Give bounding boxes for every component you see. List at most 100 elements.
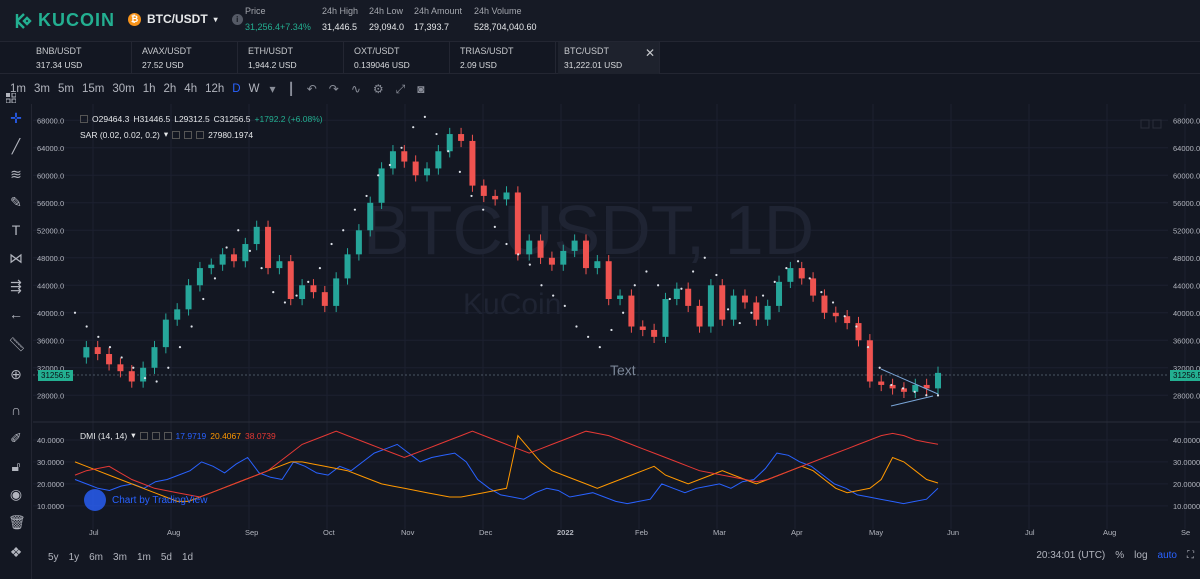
indicators-icon[interactable]: ∿ bbox=[350, 82, 361, 96]
tf-1m[interactable]: 1m bbox=[10, 83, 26, 95]
tf-2h[interactable]: 2h bbox=[163, 83, 177, 95]
dmi-legend[interactable]: DMI (14, 14) ▾ 17.9719 20.4067 38.0739 bbox=[80, 430, 276, 441]
x-tick-label: Nov bbox=[401, 528, 415, 537]
pane-restore-icon[interactable] bbox=[1140, 119, 1150, 129]
tab-price: 0.139046 USD bbox=[354, 60, 410, 70]
pair-selector[interactable]: ₿ BTC/USDT ▾ i bbox=[128, 12, 243, 26]
chevron-down-icon[interactable]: ▾ bbox=[269, 82, 276, 96]
info-icon[interactable]: i bbox=[231, 13, 243, 25]
sar-dot bbox=[400, 146, 403, 149]
tf-5m[interactable]: 5m bbox=[57, 83, 74, 95]
range-5y[interactable]: 5y bbox=[48, 551, 59, 563]
lock-drawing-icon[interactable]: ✐ bbox=[10, 430, 22, 446]
gear-icon[interactable]: ⚙ bbox=[372, 82, 384, 96]
tab-avax[interactable]: AVAX/USDT 27.52 USD bbox=[136, 42, 238, 74]
sar-dot bbox=[913, 390, 916, 393]
candle-body bbox=[605, 261, 612, 300]
candle-type-icon[interactable]: ┃ bbox=[287, 82, 295, 96]
x-tick-label: Aug bbox=[167, 528, 180, 537]
log-toggle[interactable]: log bbox=[1134, 550, 1148, 561]
trash-icon[interactable]: 🗑︎ bbox=[8, 514, 26, 530]
gear-icon[interactable] bbox=[184, 130, 193, 139]
brush-icon[interactable]: ✎ bbox=[10, 194, 22, 210]
tab-trias[interactable]: TRIAS/USDT 2.09 USD bbox=[454, 42, 556, 74]
magnet-icon[interactable]: ∩ bbox=[10, 402, 22, 418]
lock-icon[interactable]: 🔓︎ bbox=[11, 458, 21, 474]
zoom-icon[interactable]: ⊕ bbox=[10, 366, 22, 382]
tab-oxt[interactable]: OXT/USDT 0.139046 USD bbox=[348, 42, 450, 74]
dmi-tick-label-right: 10.0000 bbox=[1173, 502, 1200, 511]
trend-line-lower[interactable] bbox=[890, 395, 934, 407]
tf-12h[interactable]: 12h bbox=[205, 83, 225, 95]
tf-d[interactable]: D bbox=[232, 83, 241, 95]
x-tick-label: Jul bbox=[89, 528, 99, 537]
collapse-icon[interactable] bbox=[80, 115, 88, 123]
candle-body bbox=[242, 244, 249, 262]
fib-icon[interactable]: ≋ bbox=[10, 166, 22, 182]
sar-dot bbox=[738, 321, 741, 325]
tf-3m[interactable]: 3m bbox=[33, 83, 50, 95]
eye-icon[interactable]: ◉ bbox=[9, 486, 23, 502]
sar-dot bbox=[202, 297, 205, 301]
auto-toggle[interactable]: auto bbox=[1157, 550, 1177, 561]
price-chart[interactable]: BTCUSDT, 1D KuCoin Text 68000.0 68000.064… bbox=[33, 104, 1200, 544]
eye-icon[interactable] bbox=[139, 431, 148, 440]
grid-icon[interactable] bbox=[6, 93, 16, 103]
tab-bnb[interactable]: BNB/USDT 317.34 USD bbox=[30, 42, 132, 74]
close-icon[interactable] bbox=[163, 431, 172, 440]
ruler-icon[interactable]: 📏︎ bbox=[8, 336, 26, 352]
camera-icon[interactable]: ◙ bbox=[417, 82, 425, 96]
range-3m[interactable]: 3m bbox=[113, 551, 127, 563]
tab-btc[interactable]: BTC/USDT 31,222.01 USD bbox=[558, 42, 660, 74]
sar-legend[interactable]: SAR (0.02, 0.02, 0.2) ▾ 27980.1974 bbox=[80, 129, 253, 140]
pattern-icon[interactable]: ⋈ bbox=[9, 250, 23, 266]
eye-icon[interactable] bbox=[172, 130, 181, 139]
prediction-icon[interactable]: ⇶ bbox=[10, 278, 22, 294]
range-1y[interactable]: 1y bbox=[68, 551, 80, 563]
close-icon[interactable]: ✕ bbox=[645, 46, 656, 60]
sar-dot bbox=[447, 150, 450, 153]
range-5d[interactable]: 5d bbox=[160, 551, 172, 563]
candle-body bbox=[719, 285, 726, 320]
range-1m[interactable]: 1m bbox=[136, 551, 151, 563]
trend-line-icon[interactable]: ╱ bbox=[11, 138, 21, 154]
tf-4h[interactable]: 4h bbox=[184, 83, 198, 95]
layers-icon[interactable]: ❖ bbox=[9, 544, 23, 560]
chevron-down-icon[interactable]: ▾ bbox=[131, 430, 136, 440]
sar-dot bbox=[97, 335, 100, 338]
tradingview-badge[interactable]: Chart by TradingView bbox=[84, 489, 207, 511]
chevron-down-icon[interactable]: ▾ bbox=[163, 129, 169, 139]
fullscreen-icon[interactable]: ⤢ bbox=[395, 81, 406, 96]
text-annotation[interactable]: Text bbox=[610, 362, 636, 378]
tf-1h[interactable]: 1h bbox=[142, 83, 156, 95]
redo-icon[interactable]: ↷ bbox=[328, 82, 339, 96]
sar-dot bbox=[761, 294, 765, 297]
percent-toggle[interactable]: % bbox=[1115, 550, 1125, 561]
candle-body bbox=[140, 367, 147, 382]
arrow-left-icon[interactable]: ← bbox=[9, 306, 23, 322]
tf-w[interactable]: W bbox=[248, 83, 260, 95]
sar-dot bbox=[808, 277, 811, 280]
last-price-label-left: 31256.5 bbox=[38, 370, 73, 381]
tf-30m[interactable]: 30m bbox=[112, 83, 135, 95]
trend-line-upper[interactable] bbox=[880, 368, 939, 395]
candle-body bbox=[106, 354, 113, 365]
pane-maximize-icon[interactable] bbox=[1152, 119, 1162, 129]
crosshair-icon[interactable]: ✛ bbox=[10, 110, 22, 126]
sar-dot bbox=[622, 311, 625, 314]
fullscreen-icon[interactable]: ⛶ bbox=[1187, 550, 1194, 561]
kucoin-logo[interactable]: KUCOIN bbox=[12, 10, 115, 31]
sar-dot bbox=[272, 291, 275, 294]
text-tool-icon[interactable]: T bbox=[11, 222, 21, 238]
tab-eth[interactable]: ETH/USDT 1,944.2 USD bbox=[242, 42, 344, 74]
gear-icon[interactable] bbox=[151, 431, 160, 440]
y-tick-label-left: 28000.0 bbox=[37, 391, 64, 400]
pair-symbol: BTC/USDT bbox=[147, 12, 208, 26]
range-6m[interactable]: 6m bbox=[89, 551, 104, 563]
tf-15m[interactable]: 15m bbox=[81, 83, 105, 95]
undo-icon[interactable]: ↶ bbox=[306, 82, 317, 96]
stat-low-label: 24h Low bbox=[369, 6, 404, 16]
close-icon[interactable] bbox=[196, 130, 205, 139]
range-1d[interactable]: 1d bbox=[181, 551, 194, 563]
utc-clock[interactable]: 20:34:01 (UTC) bbox=[1036, 550, 1106, 561]
